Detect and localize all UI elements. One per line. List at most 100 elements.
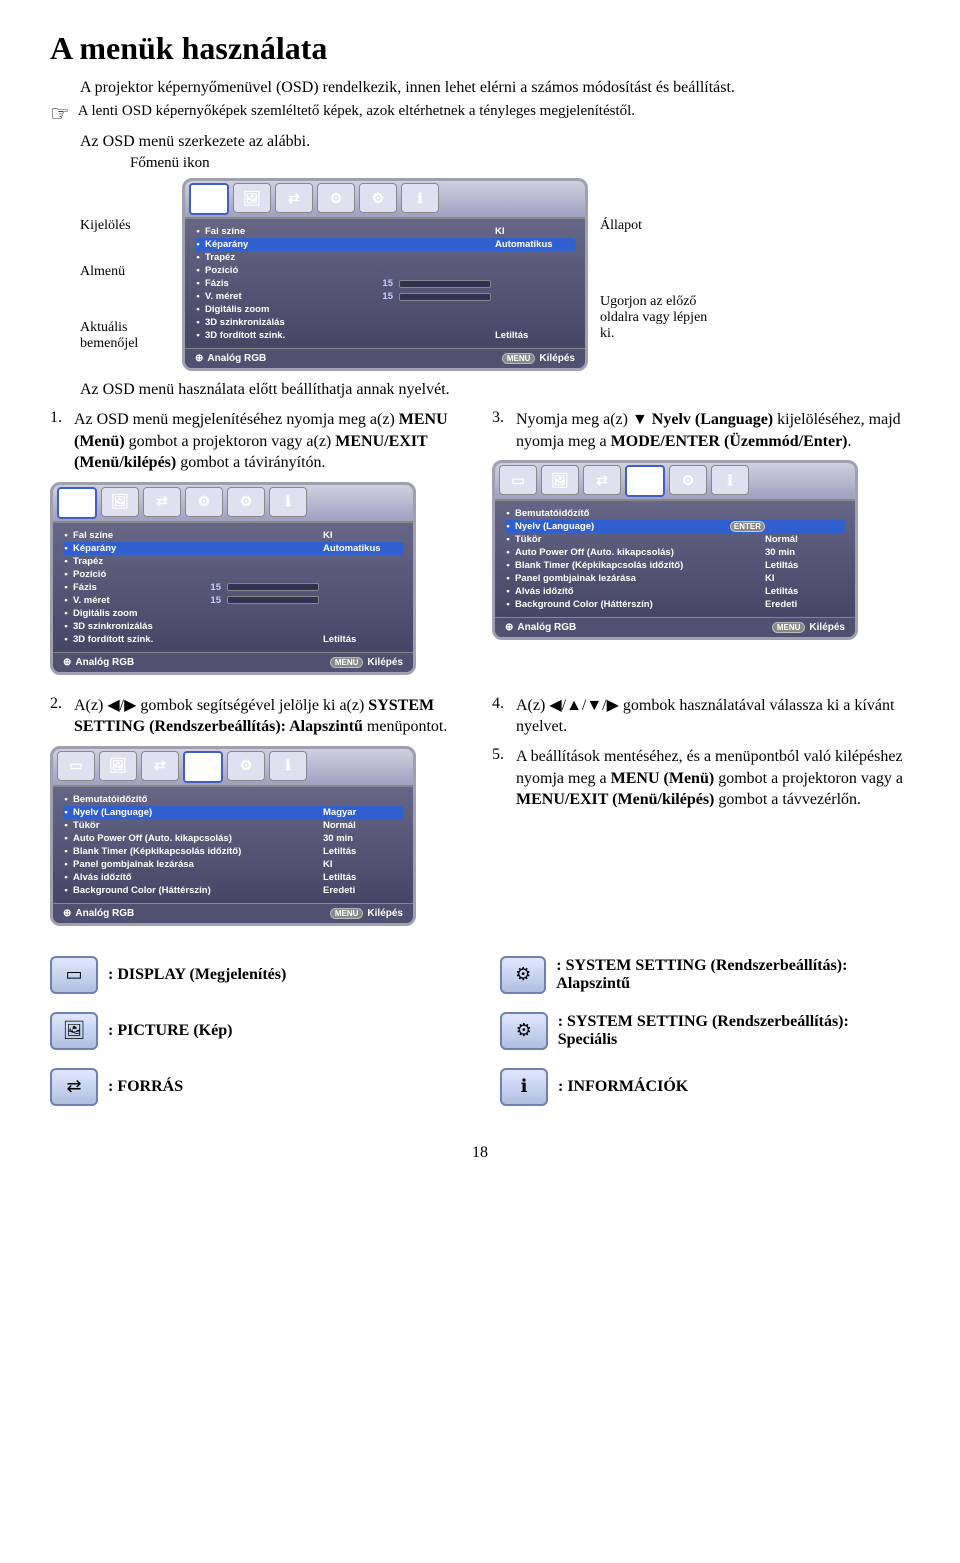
osd-row[interactable]: •Pozíció [195, 264, 575, 277]
osd-row[interactable]: •Digitális zoom [195, 303, 575, 316]
osd-row[interactable]: •Nyelv (Language)ENTER [505, 520, 845, 533]
osd-footer: ⊕Analóg RGBMENUKilépés [495, 617, 855, 637]
legend-picture: : PICTURE (Kép) [108, 1022, 232, 1040]
osd-tab-1[interactable]: 🖼 [233, 183, 271, 213]
source-icon: ⇄ [50, 1068, 98, 1106]
osd-row[interactable]: •V. méret15 [195, 290, 575, 303]
intro-text: A projektor képernyőmenüvel (OSD) rendel… [80, 79, 910, 97]
osd-row[interactable]: •Blank Timer (Képkikapcsolás időzítő)Let… [505, 559, 845, 572]
display-icon: ▭ [50, 956, 98, 994]
step5-num: 5. [492, 746, 516, 811]
osd-tab-5[interactable]: ℹ [401, 183, 439, 213]
osd-body: •Fal színeKI•KéparányAutomatikus•Trapéz•… [185, 219, 585, 348]
osd-row[interactable]: •Bemutatóidőzítő [63, 793, 403, 806]
legend-display: : DISPLAY (Megjelenítés) [108, 966, 286, 984]
osd-tab-1[interactable]: 🖼 [101, 487, 139, 517]
pre-steps-text: Az OSD menü használata előtt beállíthatj… [80, 381, 910, 399]
osd-tab-2[interactable]: ⇄ [275, 183, 313, 213]
osd-row[interactable]: •Blank Timer (Képkikapcsolás időzítő)Let… [63, 845, 403, 858]
structure-text: Az OSD menü szerkezete az alábbi. [80, 133, 910, 151]
osd-tab-2[interactable]: ⇄ [141, 751, 179, 781]
osd-row[interactable]: •Alvás időzítőLetiltás [505, 585, 845, 598]
osd-row[interactable]: •KéparányAutomatikus [63, 542, 403, 555]
osd-tab-0[interactable]: ▭ [57, 487, 97, 519]
osd-body: •Bemutatóidőzítő•Nyelv (Language)ENTER•T… [495, 501, 855, 617]
fomenu-label: Főmenü ikon [130, 155, 910, 172]
osd-tab-4[interactable]: ⚙ [669, 465, 707, 495]
osd-row[interactable]: •Trapéz [195, 251, 575, 264]
osd-row[interactable]: •TükörNormál [505, 533, 845, 546]
osd-row[interactable]: •Digitális zoom [63, 607, 403, 620]
osd-tabs: ▭🖼⇄⚙⚙ℹ [53, 485, 413, 523]
osd-row[interactable]: •3D szinkronizálás [195, 316, 575, 329]
anno-aktualis: Aktuális bemenőjel [80, 320, 170, 352]
step2-num: 2. [50, 695, 74, 738]
osd-main: ▭🖼⇄⚙⚙ℹ•Fal színeKI•KéparányAutomatikus•T… [182, 178, 588, 371]
osd-row[interactable]: •V. méret15 [63, 594, 403, 607]
pointing-hand-icon: ☞ [50, 101, 70, 127]
osd-tab-3[interactable]: ⚙ [625, 465, 665, 497]
osd-body: •Fal színeKI•KéparányAutomatikus•Trapéz•… [53, 523, 413, 652]
osd-tab-2[interactable]: ⇄ [583, 465, 621, 495]
osd-tab-5[interactable]: ℹ [269, 487, 307, 517]
osd-body: •Bemutatóidőzítő•Nyelv (Language)Magyar•… [53, 787, 413, 903]
step4-text: A(z) ◀/▲/▼/▶ gombok használatával válass… [516, 695, 910, 738]
osd-row[interactable]: •KéparányAutomatikus [195, 238, 575, 251]
osd-tab-3[interactable]: ⚙ [185, 487, 223, 517]
anno-allapot: Állapot [600, 218, 710, 234]
osd-row[interactable]: •3D fordított szink.Letiltás [195, 329, 575, 342]
osd-tab-5[interactable]: ℹ [711, 465, 749, 495]
step1-num: 1. [50, 409, 74, 474]
osd-tab-0[interactable]: ▭ [189, 183, 229, 215]
osd-row[interactable]: •Auto Power Off (Auto. kikapcsolás)30 mi… [505, 546, 845, 559]
osd-row[interactable]: •Panel gombjainak lezárásaKI [63, 858, 403, 871]
osd-row[interactable]: •Auto Power Off (Auto. kikapcsolás)30 mi… [63, 832, 403, 845]
osd-tab-4[interactable]: ⚙ [227, 487, 265, 517]
osd-step1: ▭🖼⇄⚙⚙ℹ•Fal színeKI•KéparányAutomatikus•T… [50, 482, 416, 675]
osd-tab-0[interactable]: ▭ [57, 751, 95, 781]
osd-row[interactable]: •Fal színeKI [63, 529, 403, 542]
osd-tab-2[interactable]: ⇄ [143, 487, 181, 517]
legend-forras: : FORRÁS [108, 1078, 183, 1096]
osd-tab-4[interactable]: ⚙ [359, 183, 397, 213]
step3-num: 3. [492, 409, 516, 452]
osd-tab-1[interactable]: 🖼 [99, 751, 137, 781]
page-number: 18 [50, 1144, 910, 1162]
osd-tab-1[interactable]: 🖼 [541, 465, 579, 495]
step4-num: 4. [492, 695, 516, 738]
osd-row[interactable]: •Fázis15 [195, 277, 575, 290]
osd-tabs: ▭🖼⇄⚙⚙ℹ [185, 181, 585, 219]
anno-kijeloles: Kijelölés [80, 218, 170, 234]
osd-row[interactable]: •TükörNormál [63, 819, 403, 832]
step5-text: A beállítások mentéséhez, és a menüpontb… [516, 746, 910, 811]
osd-tabs: ▭🖼⇄⚙⚙ℹ [53, 749, 413, 787]
osd-tab-3[interactable]: ⚙ [183, 751, 223, 783]
osd-row[interactable]: •3D fordított szink.Letiltás [63, 633, 403, 646]
osd-row[interactable]: •Trapéz [63, 555, 403, 568]
anno-ugorjon: Ugorjon az előző oldalra vagy lépjen ki. [600, 294, 710, 342]
osd-row[interactable]: •3D szinkronizálás [63, 620, 403, 633]
osd-row[interactable]: •Fázis15 [63, 581, 403, 594]
osd-row[interactable]: •Panel gombjainak lezárásaKI [505, 572, 845, 585]
osd-row[interactable]: •Background Color (Háttérszín)Eredeti [63, 884, 403, 897]
osd-step2: ▭🖼⇄⚙⚙ℹ•Bemutatóidőzítő•Nyelv (Language)M… [50, 746, 416, 926]
osd-row[interactable]: •Alvás időzítőLetiltás [63, 871, 403, 884]
legend-sys1: : SYSTEM SETTING (Rendszerbeállítás): Al… [556, 957, 910, 993]
legend-info: : INFORMÁCIÓK [558, 1078, 688, 1096]
page-title: A menük használata [50, 30, 910, 67]
osd-row[interactable]: •Bemutatóidőzítő [505, 507, 845, 520]
osd-row[interactable]: •Fal színeKI [195, 225, 575, 238]
osd-step3: ▭🖼⇄⚙⚙ℹ•Bemutatóidőzítő•Nyelv (Language)E… [492, 460, 858, 640]
step2-text: A(z) ◀/▶ gombok segítségével jelölje ki … [74, 695, 468, 738]
osd-tab-3[interactable]: ⚙ [317, 183, 355, 213]
osd-row[interactable]: •Background Color (Háttérszín)Eredeti [505, 598, 845, 611]
osd-row[interactable]: •Nyelv (Language)Magyar [63, 806, 403, 819]
note-text: A lenti OSD képernyőképek szemléltető ké… [78, 103, 635, 120]
osd-tab-5[interactable]: ℹ [269, 751, 307, 781]
osd-tab-0[interactable]: ▭ [499, 465, 537, 495]
osd-footer: ⊕Analóg RGBMENUKilépés [185, 348, 585, 368]
osd-tab-4[interactable]: ⚙ [227, 751, 265, 781]
legend-sys2: : SYSTEM SETTING (Rendszerbeállítás): Sp… [558, 1013, 910, 1049]
osd-footer: ⊕Analóg RGBMENUKilépés [53, 652, 413, 672]
osd-row[interactable]: •Pozíció [63, 568, 403, 581]
